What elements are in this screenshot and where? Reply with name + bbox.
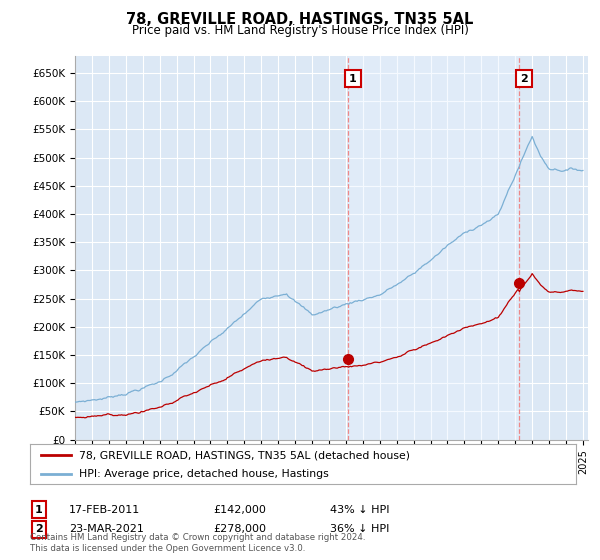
Text: £142,000: £142,000	[213, 505, 266, 515]
Text: 43% ↓ HPI: 43% ↓ HPI	[330, 505, 389, 515]
Text: 23-MAR-2021: 23-MAR-2021	[69, 524, 144, 534]
Text: 1: 1	[349, 73, 357, 83]
Text: HPI: Average price, detached house, Hastings: HPI: Average price, detached house, Hast…	[79, 469, 329, 479]
Text: 1: 1	[35, 505, 43, 515]
Bar	[348, 56, 519, 440]
Text: 17-FEB-2011: 17-FEB-2011	[69, 505, 140, 515]
Text: Contains HM Land Registry data © Crown copyright and database right 2024.
This d: Contains HM Land Registry data © Crown c…	[30, 533, 365, 553]
Text: 78, GREVILLE ROAD, HASTINGS, TN35 5AL (detached house): 78, GREVILLE ROAD, HASTINGS, TN35 5AL (d…	[79, 450, 410, 460]
Text: 2: 2	[35, 524, 43, 534]
Text: 2: 2	[520, 73, 528, 83]
Text: Price paid vs. HM Land Registry's House Price Index (HPI): Price paid vs. HM Land Registry's House …	[131, 24, 469, 36]
Text: 36% ↓ HPI: 36% ↓ HPI	[330, 524, 389, 534]
Text: £278,000: £278,000	[213, 524, 266, 534]
Text: 78, GREVILLE ROAD, HASTINGS, TN35 5AL: 78, GREVILLE ROAD, HASTINGS, TN35 5AL	[127, 12, 473, 27]
